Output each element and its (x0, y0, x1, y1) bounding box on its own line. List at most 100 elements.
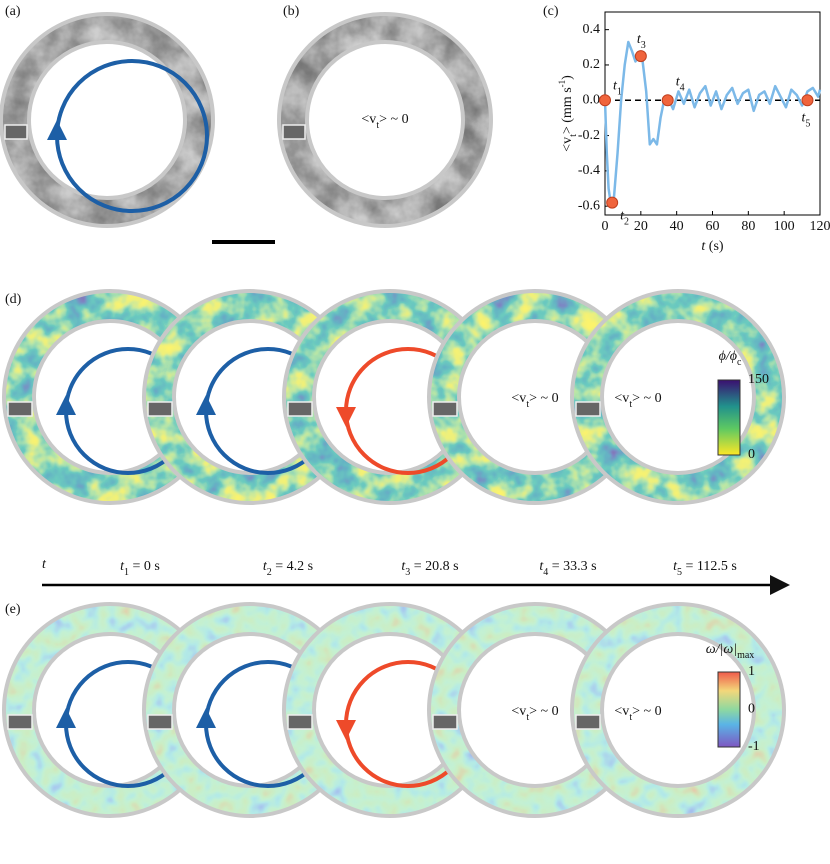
gate (575, 714, 601, 730)
gate (147, 714, 173, 730)
x-tick-label: 60 (706, 219, 720, 234)
text-part: t (401, 559, 406, 574)
gate (432, 401, 458, 417)
text-part: ω/|ω| (706, 642, 737, 657)
time-label: t3 = 20.8 s (401, 559, 458, 578)
flow-arrowhead (56, 708, 76, 728)
data-line (603, 40, 822, 203)
text-part: <v (511, 391, 526, 406)
text-part: 5 (805, 118, 810, 129)
text-part: t (526, 399, 529, 410)
colorbar (717, 671, 741, 748)
ring-inner (305, 40, 465, 200)
text-part: t (801, 110, 806, 125)
text-part: ) (560, 75, 575, 80)
panel-label: (b) (283, 4, 300, 19)
time-marker (606, 196, 619, 209)
panel-label: (e) (5, 602, 21, 617)
colorbar-tick-label: 0 (748, 702, 755, 717)
colorbar-label: ω/|ω|max (706, 642, 755, 661)
text-part: <v (614, 704, 629, 719)
x-tick-label: 40 (670, 219, 684, 234)
ring-annotation: <vt> ~ 0 (511, 391, 558, 410)
text-part: > ~ 0 (632, 704, 661, 719)
colorbar-tick-label: -1 (748, 739, 760, 754)
colorbar-tick-label: 1 (748, 664, 755, 679)
text-part: t (629, 712, 632, 723)
marker-label: t2 (620, 209, 629, 228)
ring-annotation: <vt> ~ 0 (614, 391, 661, 410)
text-part: t (620, 209, 625, 224)
ring-inner (600, 632, 756, 788)
panel-label: (a) (5, 4, 21, 19)
text-part: <v (560, 137, 575, 152)
gate (287, 714, 313, 730)
marker-label: t1 (613, 78, 622, 97)
ring-border (570, 289, 786, 505)
y-tick-label: -0.2 (578, 128, 600, 143)
flow-arrowhead (196, 395, 216, 415)
gate (147, 401, 173, 417)
text-part: t (637, 32, 642, 47)
text-part: t (526, 712, 529, 723)
gate (282, 124, 306, 140)
time-marker (599, 94, 611, 107)
time-label: t5 = 112.5 s (673, 559, 737, 578)
gate (7, 714, 33, 730)
gate (7, 401, 33, 417)
text-part: > ~ 0 (379, 112, 408, 127)
y-tick-label: 0.4 (583, 22, 601, 37)
text-part: t (629, 399, 632, 410)
colorbar-tick-label: 0 (748, 447, 755, 462)
time-axis-label: t (42, 557, 47, 572)
text-part: <v (361, 112, 376, 127)
text-part: 3 (641, 40, 646, 51)
text-part: t (263, 559, 268, 574)
text-part: t (701, 239, 706, 254)
ring-border (570, 602, 786, 818)
text-part: = 33.3 s (548, 559, 596, 574)
text-part: t (568, 134, 579, 137)
time-marker (661, 94, 674, 107)
panel-label: (d) (5, 292, 22, 307)
x-tick-label: 0 (602, 219, 609, 234)
text-part: = 0 s (129, 559, 160, 574)
text-part: <v (614, 391, 629, 406)
x-tick-label: 100 (774, 219, 795, 234)
flow-arrowhead (47, 120, 67, 140)
text-part: 3 (405, 567, 410, 578)
colorbar (717, 379, 741, 456)
text-part: t (539, 559, 544, 574)
text-part: 1 (617, 86, 622, 97)
text-part: = 112.5 s (682, 559, 737, 574)
text-part: > ~ 0 (529, 704, 558, 719)
marker-label: t5 (801, 110, 810, 129)
ring-border (0, 12, 215, 228)
text-part: t (676, 74, 681, 89)
y-tick-label: -0.4 (578, 163, 600, 178)
ring-annotation: <vt> ~ 0 (511, 704, 558, 723)
y-tick-label: 0.0 (583, 92, 601, 107)
flow-arrowhead (336, 407, 356, 427)
ring-annotation: <vt> ~ 0 (614, 704, 661, 723)
time-marker (801, 94, 814, 107)
text-part: = 4.2 s (272, 559, 313, 574)
ring-inner (27, 40, 187, 200)
text-part: max (737, 650, 754, 661)
text-part: > ~ 0 (529, 391, 558, 406)
text-part: 2 (267, 567, 272, 578)
text-part: /ϕ (725, 349, 737, 364)
colorbar-label: ϕ/ϕc (719, 349, 742, 368)
panel-label: (c) (543, 4, 559, 19)
text-part: c (737, 357, 742, 368)
text-part: t (120, 559, 125, 574)
y-tick-label: -0.6 (578, 198, 600, 213)
text-part: t (673, 559, 678, 574)
text-part: t (376, 120, 379, 131)
text-part: 5 (677, 567, 682, 578)
ring-border (277, 12, 493, 228)
time-label: t2 = 4.2 s (263, 559, 313, 578)
y-axis-label: <vt> (mm s-1) (557, 75, 579, 152)
